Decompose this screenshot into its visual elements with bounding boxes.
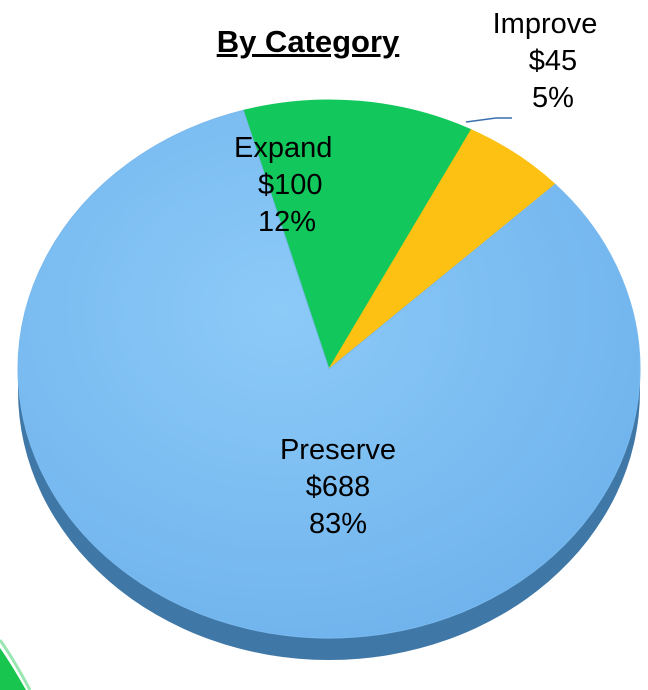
decorative-green-swoosh <box>0 648 26 690</box>
slice-label-expand: Expand $100 12% <box>226 130 376 241</box>
slice-label-improve: Improve $45 5% <box>450 6 640 117</box>
chart-title: By Category <box>216 24 400 59</box>
improve-value: $45 <box>528 45 578 77</box>
pie-slices <box>17 99 641 639</box>
pie-slice-expand <box>242 99 472 371</box>
expand-value: $100 <box>258 169 323 201</box>
improve-leader-line <box>465 117 512 123</box>
pie-slice-preserve <box>17 109 641 639</box>
preserve-value: $688 <box>305 471 371 503</box>
preserve-name: Preserve <box>279 434 397 466</box>
decorative-swoosh-highlight <box>0 639 32 690</box>
improve-name: Improve <box>492 8 598 40</box>
expand-name: Expand <box>234 132 333 164</box>
preserve-percent: 83% <box>308 508 368 540</box>
slice-label-preserve: Preserve $688 83% <box>228 432 448 543</box>
expand-percent: 12% <box>258 206 317 238</box>
improve-percent: 5% <box>532 82 574 114</box>
